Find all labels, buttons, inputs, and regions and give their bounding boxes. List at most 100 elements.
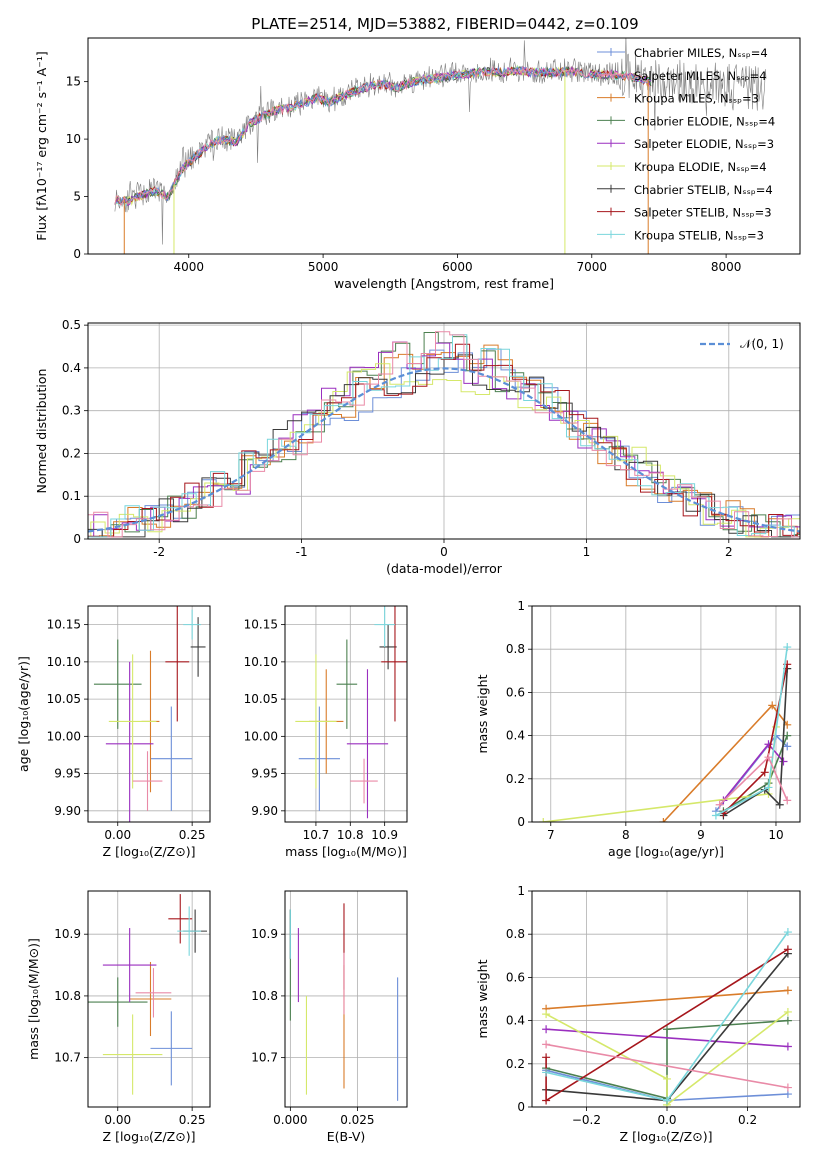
weight-series-line <box>715 646 788 817</box>
mass-vs-metallicity-panel: 0.00 0.25 10.7 10.8 10.9 Z [log₁₀(Z/Z⊙)] mass … <box>26 890 211 1144</box>
axes-frame <box>87 605 211 823</box>
weight-series <box>542 928 792 1105</box>
gridlines <box>532 605 800 823</box>
y-tick-label: 15 <box>66 75 81 89</box>
y-tick-label: 0.4 <box>506 729 525 743</box>
legend-entry: Chabrier STELIB, Nₛₛₚ=4 <box>634 183 773 197</box>
y-tick-label: 1 <box>517 599 525 613</box>
weight-marker <box>659 818 668 822</box>
y-tick-label: 10.8 <box>54 989 81 1003</box>
histogram-step-line <box>88 343 800 539</box>
weight-marker <box>542 1053 551 1062</box>
weight-series <box>715 753 792 809</box>
weight-marker <box>663 1074 672 1083</box>
weight-marker <box>779 757 788 766</box>
weight-marker <box>663 1096 672 1105</box>
y-tick-label: 10.05 <box>244 692 278 706</box>
x-tick-label: 10.8 <box>337 828 364 842</box>
x-tick-label: 7 <box>547 828 555 842</box>
age-vs-metallicity-panel: 0.00 0.25 9.90 9.95 10.00 10.05 10.10 10.15 Z [l… <box>16 605 211 859</box>
weight-marker <box>783 643 792 652</box>
y-tick-label: 10 <box>66 132 81 146</box>
errorbar-point <box>88 977 148 1027</box>
y-tick-label: 0.5 <box>62 318 81 332</box>
axes-frame <box>87 37 801 255</box>
legend-entry: Salpeter ELODIE, Nₛₛₚ=3 <box>634 137 774 151</box>
gridlines <box>285 891 407 1107</box>
axes-frame <box>284 605 408 823</box>
errorbar-point <box>132 751 163 811</box>
gaussian-curve <box>87 367 801 533</box>
weight-marker <box>542 1010 551 1019</box>
weight-series <box>659 701 792 822</box>
x-axis-label: (data-model)/error <box>386 561 503 576</box>
y-axis-label: Flux [fλ10⁻¹⁷ erg cm⁻² s⁻¹ A⁻¹] <box>34 51 49 240</box>
errorbar-point <box>93 639 142 729</box>
errorbar-point <box>129 961 172 1037</box>
axes-frame <box>87 890 211 1108</box>
y-tick-label: 0.4 <box>506 1014 525 1028</box>
x-axis-label: age [log₁₀(age/yr)] <box>608 844 724 859</box>
weight-marker <box>783 986 792 995</box>
x-tick-label: 0 <box>440 545 448 559</box>
x-tick-label: 5000 <box>308 260 339 274</box>
y-tick-label: 10.00 <box>244 729 278 743</box>
x-axis-label: Z [log₁₀(Z/Z⊙)] <box>620 1129 713 1144</box>
x-axis-label: Z [log₁₀(Z/Z⊙)] <box>103 844 196 859</box>
weight-marker <box>783 796 792 805</box>
age-vs-mass-panel: 10.7 10.8 10.9 9.90 9.95 10.00 10.05 10.10 10.15… <box>244 605 408 859</box>
histogram-step-line <box>88 341 800 539</box>
y-tick-label: 10.15 <box>47 618 81 632</box>
x-tick-label: -1 <box>296 545 308 559</box>
weight-marker <box>715 800 724 809</box>
y-tick-label: 0.8 <box>506 642 525 656</box>
x-tick-label: 0.25 <box>179 1113 206 1127</box>
y-tick-label: 0 <box>517 815 525 829</box>
mass-vs-extinction-panel: 0.000 0.025 10.7 10.8 10.9 E(B-V) <box>251 890 408 1144</box>
gridlines <box>285 606 407 822</box>
weight-series-line <box>543 726 777 822</box>
x-tick-label: 6000 <box>442 260 473 274</box>
x-tick-label: 8000 <box>711 260 742 274</box>
x-tick-label: 10.9 <box>371 828 398 842</box>
x-tick-label: 4000 <box>173 260 204 274</box>
y-tick-label: 10.9 <box>251 927 278 941</box>
y-tick-label: 0.6 <box>506 970 525 984</box>
spectrum-panel: 4000 5000 6000 7000 8000 0 5 10 15 wavelength [An… <box>34 37 801 291</box>
x-axis-label: Z [log₁₀(Z/Z⊙)] <box>103 1129 196 1144</box>
spectrum-legend: Chabrier MILES, Nₛₛₚ=4 Salpeter MILES, Nₛ… <box>597 46 775 242</box>
weight-marker <box>764 783 773 792</box>
errorbar-point <box>177 906 202 956</box>
x-tick-label: 0.25 <box>179 828 206 842</box>
errorbar-point <box>183 609 202 640</box>
y-axis-label: Normed distribution <box>34 369 49 494</box>
y-tick-label: 0.2 <box>506 1057 525 1071</box>
legend-entry: Chabrier MILES, Nₛₛₚ=4 <box>634 46 768 60</box>
weight-marker <box>783 1083 792 1092</box>
weight-marker <box>768 701 777 710</box>
y-axis-label: age [log₁₀(age/yr)] <box>16 656 31 772</box>
y-tick-label: 9.90 <box>54 804 81 818</box>
y-tick-label: 1 <box>517 884 525 898</box>
x-tick-label: 0.000 <box>273 1113 307 1127</box>
y-tick-label: 0.4 <box>62 361 81 375</box>
y-tick-label: 10.7 <box>54 1051 81 1065</box>
errorbar-point <box>379 624 397 670</box>
errorbar-point <box>381 606 407 722</box>
weight-marker <box>539 818 548 822</box>
errorbar-point <box>135 968 172 1018</box>
x-tick-label: 8 <box>622 828 630 842</box>
y-tick-label: 10.10 <box>244 655 278 669</box>
weight-series-line <box>545 1011 789 1107</box>
errorbar-point <box>150 1011 193 1086</box>
weight-marker <box>783 742 792 751</box>
errorbar-point <box>150 706 193 811</box>
y-tick-label: 10.8 <box>251 989 278 1003</box>
y-tick-label: 0.8 <box>506 927 525 941</box>
weight-marker <box>542 1096 551 1105</box>
weight-marker <box>663 1025 672 1034</box>
model-spectrum-line <box>114 66 651 205</box>
y-tick-label: 5 <box>73 190 81 204</box>
histogram-legend: 𝒩(0, 1) <box>700 337 784 351</box>
